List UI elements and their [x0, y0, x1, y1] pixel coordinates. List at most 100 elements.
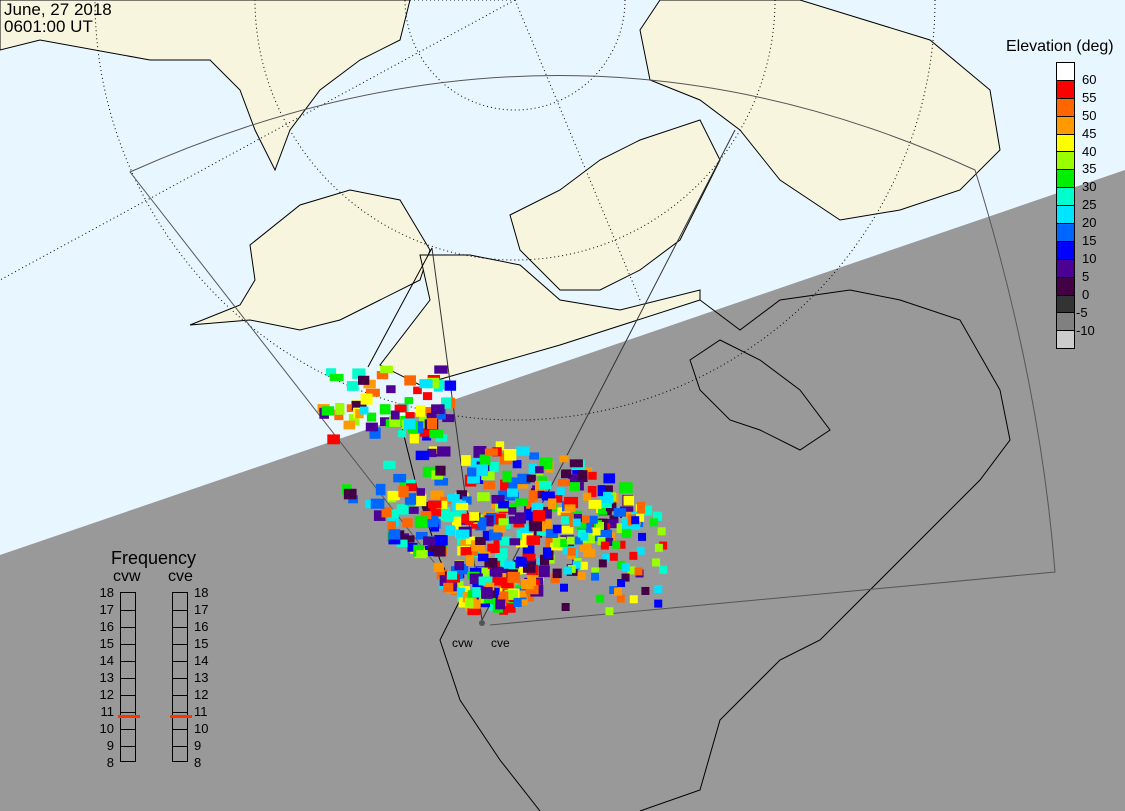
- echo-cell: [599, 529, 612, 541]
- echo-cell: [370, 498, 385, 509]
- echo-cell: [508, 477, 518, 489]
- echo-cell: [542, 547, 552, 559]
- legend-tick-label: 30: [1082, 179, 1097, 195]
- echo-cell: [503, 560, 514, 569]
- echo-cell: [462, 496, 472, 505]
- echo-cell: [442, 511, 454, 523]
- echo-cell: [469, 573, 483, 585]
- legend-swatch: [1057, 295, 1074, 314]
- frequency-tick-label: 15: [194, 636, 209, 651]
- echo-cell: [427, 448, 437, 458]
- legend-swatch: [1057, 152, 1074, 171]
- echo-cell: [528, 463, 537, 475]
- frequency-marker: [170, 715, 192, 719]
- echo-cell: [419, 379, 433, 389]
- echo-cell: [415, 405, 426, 417]
- echo-cell: [557, 479, 570, 487]
- echo-cell: [591, 572, 600, 581]
- echo-cell: [502, 470, 512, 483]
- echo-cell: [475, 537, 486, 546]
- echo-cell: [456, 587, 466, 598]
- echo-cell: [572, 518, 581, 527]
- echo-cell: [352, 368, 366, 379]
- echo-cell: [472, 580, 483, 591]
- echo-cell: [525, 584, 539, 595]
- echo-cell: [498, 490, 512, 500]
- echo-cell: [521, 579, 534, 590]
- echo-cell: [393, 473, 407, 483]
- legend-tick-label: 5: [1082, 268, 1090, 284]
- radar-label-cvw: cvw: [113, 568, 141, 585]
- echo-cell: [415, 494, 427, 507]
- echo-cell: [366, 412, 377, 422]
- echo-cell: [436, 500, 448, 509]
- echo-cell: [466, 554, 475, 566]
- echo-cell: [659, 565, 668, 574]
- frequency-tick-label: 12: [99, 687, 114, 702]
- echo-cell: [599, 485, 613, 496]
- echo-cell: [434, 478, 449, 486]
- echo-cell: [447, 494, 460, 502]
- echo-cell: [557, 507, 571, 516]
- echo-cell: [440, 496, 452, 504]
- echo-cell: [509, 538, 521, 546]
- echo-cell: [641, 586, 650, 595]
- echo-cell: [363, 379, 376, 389]
- echo-cell: [477, 492, 490, 502]
- echo-cell: [512, 460, 522, 469]
- echo-cell: [597, 485, 606, 497]
- echo-cell: [605, 607, 614, 616]
- frequency-tick-label: 11: [100, 704, 115, 719]
- echo-cell: [609, 586, 618, 595]
- radar-site-marker: [479, 620, 485, 626]
- echo-cell: [321, 406, 335, 416]
- echo-cell: [454, 561, 465, 571]
- frequency-tick-label: 13: [194, 670, 209, 685]
- legend-swatch: [1057, 116, 1074, 135]
- echo-cell: [430, 524, 439, 532]
- echo-cell: [431, 404, 445, 415]
- echo-cell: [420, 511, 432, 520]
- radar-echo-cells: [317, 365, 668, 616]
- echo-cell: [422, 501, 433, 512]
- echo-cell: [612, 540, 621, 549]
- echo-cell: [422, 392, 433, 401]
- echo-cell: [564, 504, 576, 512]
- echo-cell: [507, 571, 521, 583]
- time-label: 0601:00 UT: [4, 17, 93, 36]
- echo-cell: [632, 521, 641, 530]
- echo-cell: [636, 513, 645, 522]
- echo-cell: [387, 491, 400, 501]
- echo-cell: [579, 561, 588, 570]
- echo-cell: [616, 594, 625, 603]
- echo-cell: [621, 526, 632, 538]
- echo-cell: [455, 529, 470, 539]
- echo-cell: [489, 529, 502, 541]
- echo-cell: [461, 513, 475, 523]
- echo-cell: [500, 479, 511, 491]
- echo-cell: [473, 446, 487, 458]
- legend-tick-label: 15: [1082, 233, 1097, 248]
- station-label-cvw: cvw: [452, 636, 473, 650]
- echo-cell: [375, 483, 386, 496]
- echo-cell: [603, 491, 612, 501]
- legend-swatch: [1057, 259, 1074, 278]
- legend-tick-label: 20: [1082, 215, 1097, 231]
- echo-cell: [360, 393, 373, 405]
- echo-cell: [441, 397, 452, 409]
- echo-cell: [597, 505, 608, 515]
- echo-cell: [498, 595, 507, 604]
- echo-cell: [636, 501, 646, 514]
- frequency-tick-label: 14: [194, 653, 209, 668]
- echo-cell: [386, 509, 399, 519]
- echo-cell: [357, 375, 370, 385]
- echo-cell: [373, 510, 386, 521]
- echo-cell: [499, 536, 512, 546]
- legend-swatch: [1057, 206, 1074, 225]
- echo-cell: [473, 594, 486, 604]
- echo-cell: [602, 553, 611, 562]
- echo-cell: [556, 487, 565, 495]
- echo-cell: [426, 412, 437, 422]
- echo-cell: [588, 471, 597, 480]
